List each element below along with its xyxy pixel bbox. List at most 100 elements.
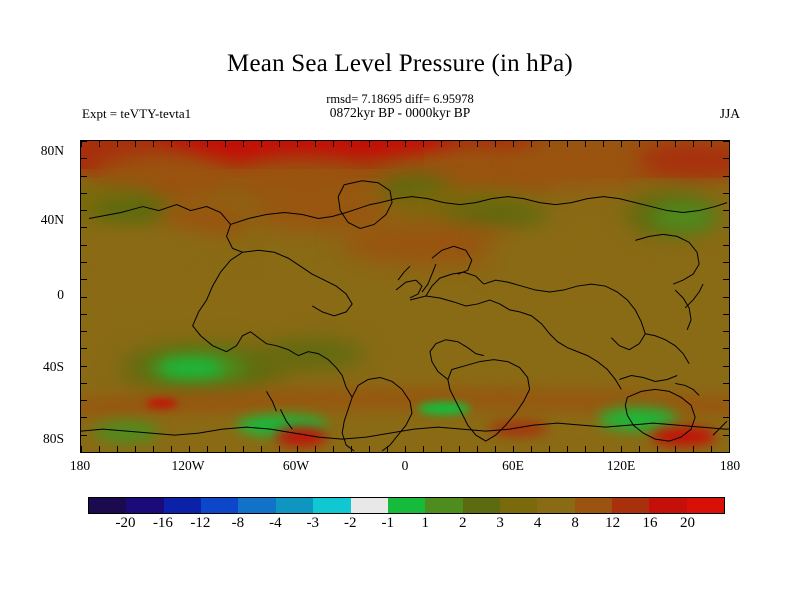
colorbar-band-1 [126,498,164,513]
x-axis-tick [513,446,514,452]
x-axis-tick [351,141,352,147]
x-axis-tick [153,141,154,147]
colorbar [88,497,725,514]
colorbar-band-9 [425,498,463,513]
y-axis-tick [723,227,729,229]
x-axis-tick [675,446,676,452]
x-axis-tick [171,141,172,147]
x-axis-tick [675,141,676,147]
y-axis-tick [81,261,87,263]
x-axis-tick [117,141,118,147]
x-axis-tick [603,141,604,147]
y-axis-tick [723,417,729,419]
y-axis-tick [81,175,87,177]
y-axis-tick [81,141,87,142]
x-axis-tick [189,446,190,452]
colorbar-band-14 [612,498,650,513]
y-axis-tick [81,382,87,384]
colorbar-tick--12: -12 [190,515,211,531]
x-axis-tick [729,446,730,452]
x-axis-tick [423,141,424,147]
x-axis-tick [171,446,172,452]
x-axis-tick [315,446,316,452]
x-axis-tick [603,446,604,452]
colorbar-band-15 [649,498,687,513]
y-axis-tick [81,348,87,350]
colorbar-band-2 [163,498,202,513]
colorbar-band-8 [387,498,426,513]
x-tick-label-60w: 60W [282,458,310,473]
x-tick-label-120e: 120E [606,458,636,473]
map-plot-area [80,140,730,453]
chart-title: Mean Sea Level Pressure (in hPa) [227,50,573,77]
colorbar-band-11 [499,498,538,513]
y-tick-label-80n: 80N [40,143,64,158]
y-axis-tick [81,313,87,315]
colorbar-band-10 [462,498,500,513]
x-axis-tick [99,141,100,147]
x-axis-tick [153,446,154,452]
y-axis-tick [723,296,729,298]
y-axis-tick [723,313,729,315]
y-tick-label-40s: 40S [42,359,64,374]
colorbar-tick--2: -2 [344,515,357,531]
y-axis-tick [723,331,729,333]
x-axis-tick [405,141,406,147]
y-axis-tick [723,192,729,194]
x-tick-label-180w: 180 [69,458,91,473]
x-axis-tick [261,446,262,452]
x-axis-tick [459,446,460,452]
x-axis-tick [693,446,694,452]
y-axis-tick [723,158,729,160]
y-axis-tick [81,158,87,160]
x-axis-tick [243,141,244,147]
colorbar-tick-20: 20 [680,515,696,531]
y-axis-tick [723,261,729,263]
x-axis-tick [567,141,568,147]
x-axis-tick [531,446,532,452]
y-axis-tick [81,227,87,229]
x-axis-tick [261,141,262,147]
y-axis-tick [81,400,87,402]
x-axis-tick [387,446,388,452]
y-axis-tick [81,452,87,453]
y-axis-tick [81,244,87,246]
x-axis-tick [729,141,730,147]
x-axis-tick [477,446,478,452]
x-axis-tick [711,141,712,147]
y-axis-tick [723,175,729,177]
x-axis-tick [279,141,280,147]
colorbar-band-7 [350,498,388,513]
colorbar-band-3 [201,498,239,513]
y-axis-tick [723,244,729,246]
y-tick-label-80s: 80S [42,431,64,446]
x-tick-label-180e: 180 [719,458,741,473]
x-axis-tick [369,446,370,452]
colorbar-tick-3: 3 [496,515,504,531]
y-axis-tick [81,331,87,333]
x-axis-tick [225,446,226,452]
statistics-annotation: rmsd= 7.18695 diff= 6.95978 [326,92,474,106]
x-axis-tick [279,446,280,452]
colorbar-tick-8: 8 [571,515,579,531]
x-axis-tick [441,141,442,147]
colorbar-band-16 [686,498,725,513]
y-axis-tick [723,141,729,142]
x-axis-tick [639,446,640,452]
x-tick-label-0: 0 [401,458,409,473]
x-axis-tick [495,141,496,147]
x-axis-tick [513,141,514,147]
x-axis-tick [657,446,658,452]
y-axis-tick [723,348,729,350]
y-axis-tick [81,210,87,212]
x-axis-tick [585,141,586,147]
y-axis-tick [81,296,87,298]
x-axis-tick [459,141,460,147]
x-axis-tick [243,446,244,452]
x-axis-tick [333,446,334,452]
x-tick-label-120w: 120W [171,458,205,473]
colorbar-labels: -20 -16 -12 -8 -4 -3 -2 -1 1 2 3 4 8 12 16 20 [88,515,725,537]
colorbar-tick-4: 4 [533,515,542,531]
x-axis-tick [207,446,208,452]
colorbar-tick-1: 1 [421,515,429,531]
